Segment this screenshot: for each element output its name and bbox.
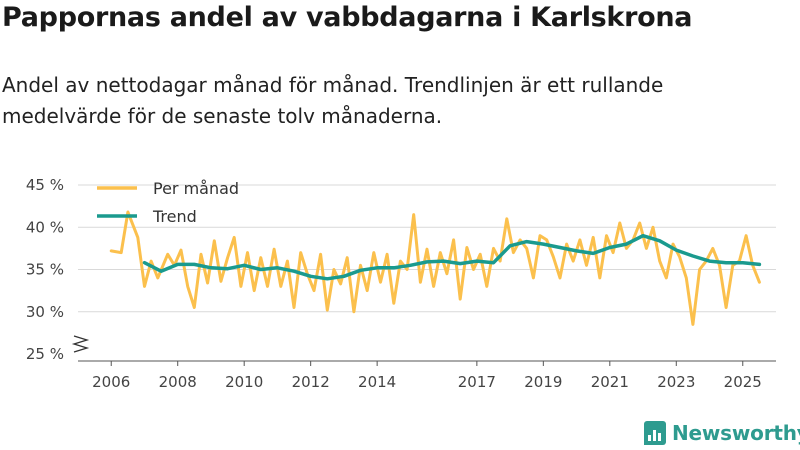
x-tick-label: 2014 (358, 373, 396, 391)
x-tick-label: 2025 (724, 373, 762, 391)
axis-break-icon (71, 335, 90, 353)
series-lines (109, 210, 762, 326)
bar-chart-icon (644, 421, 666, 445)
x-tick-label: 2012 (292, 373, 330, 391)
x-tick-label: 2023 (657, 373, 695, 391)
legend: Per månad Trend (97, 179, 239, 226)
chart-title: Pappornas andel av vabbdagarna i Karlskr… (2, 2, 693, 33)
x-tick-label: 2008 (159, 373, 197, 391)
y-axis-tick-labels: 25 % 30 % 35 % 40 % 45 % (26, 176, 64, 363)
legend-label-trend: Trend (152, 207, 197, 226)
x-tick-label: 2021 (591, 373, 629, 391)
y-gridlines (78, 184, 776, 313)
x-tick-label: 2017 (458, 373, 496, 391)
y-tick-label: 35 % (26, 261, 64, 279)
newsworthy-logo: Newsworthy (644, 420, 800, 446)
x-tick-label: 2010 (225, 373, 263, 391)
y-tick-label: 25 % (26, 345, 64, 363)
chart-subtitle: Andel av nettodagar månad för månad. Tre… (2, 73, 664, 128)
x-axis-tick-labels: 2006 2008 2010 2012 2014 2017 2019 2021 2023 2025 (92, 361, 762, 391)
series-line-trend (142, 233, 762, 281)
legend-label-monthly: Per månad (153, 179, 239, 198)
y-tick-label: 45 % (26, 176, 64, 194)
series-line-per-manad (109, 210, 761, 326)
brand-name: Newsworthy (672, 421, 800, 445)
x-tick-label: 2006 (92, 373, 130, 391)
y-tick-label: 40 % (26, 218, 64, 236)
x-tick-label: 2019 (524, 373, 562, 391)
y-tick-label: 30 % (26, 303, 64, 321)
